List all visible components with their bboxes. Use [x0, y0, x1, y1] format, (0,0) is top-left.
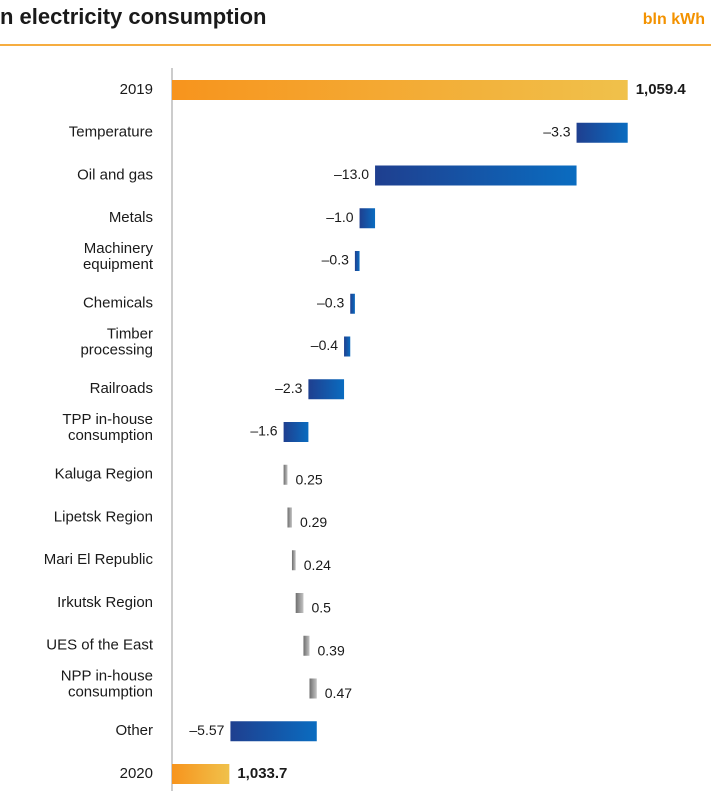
bar: [576, 122, 628, 143]
category-label: Irkutsk Region: [57, 594, 153, 611]
value-label: –0.4: [311, 337, 338, 353]
value-label: 0.47: [325, 685, 352, 701]
value-label: 0.39: [317, 642, 344, 658]
category-label: 2020: [120, 765, 153, 782]
bar: [283, 422, 309, 442]
bar: [350, 293, 355, 314]
value-label: –5.57: [189, 722, 224, 738]
bar: [354, 251, 360, 271]
bar: [283, 464, 288, 485]
category-label: Oil and gas: [77, 166, 153, 183]
bar: [172, 764, 230, 784]
value-label: 0.5: [311, 600, 331, 616]
category-label: Chemicals: [83, 295, 153, 312]
category-label: Temperature: [69, 124, 153, 141]
value-label: 0.24: [304, 557, 331, 573]
unit-label: bln kWh: [643, 11, 705, 28]
value-label: –13.0: [334, 166, 369, 182]
bar: [308, 379, 345, 400]
value-label: –1.0: [326, 209, 353, 225]
category-label: Railroads: [90, 380, 153, 397]
category-label: Lipetsk Region: [54, 508, 153, 525]
chart-title: n electricity consumption: [0, 4, 267, 29]
category-label: 2019: [120, 81, 153, 98]
bar: [303, 635, 310, 656]
value-label: 0.25: [295, 471, 322, 487]
value-label: –3.3: [543, 123, 570, 139]
bar: [172, 80, 628, 100]
value-label: 1,059.4: [636, 81, 687, 98]
category-label: Other: [115, 722, 153, 739]
bar: [344, 336, 351, 357]
category-label: Kaluga Region: [55, 466, 153, 483]
category-label: TPP in-house consumption: [62, 411, 153, 444]
value-label: –0.3: [322, 252, 349, 268]
category-label: Metals: [109, 209, 153, 226]
category-label: Machinery equipment: [83, 240, 154, 273]
value-label: –0.3: [317, 294, 344, 310]
value-label: –2.3: [275, 380, 302, 396]
category-label: NPP in-house consumption: [61, 667, 153, 700]
bar: [287, 507, 292, 528]
category-label: Timber processing: [80, 325, 153, 358]
bar: [359, 208, 376, 229]
category-label: UES of the East: [46, 637, 154, 654]
bar: [295, 593, 304, 613]
bar: [230, 721, 317, 742]
value-label: 0.29: [300, 514, 327, 530]
value-label: 1,033.7: [237, 765, 287, 782]
bar: [375, 165, 577, 186]
bar: [291, 550, 296, 571]
value-label: –1.6: [250, 423, 277, 439]
bar: [309, 678, 317, 699]
category-label: Mari El Republic: [44, 551, 154, 568]
